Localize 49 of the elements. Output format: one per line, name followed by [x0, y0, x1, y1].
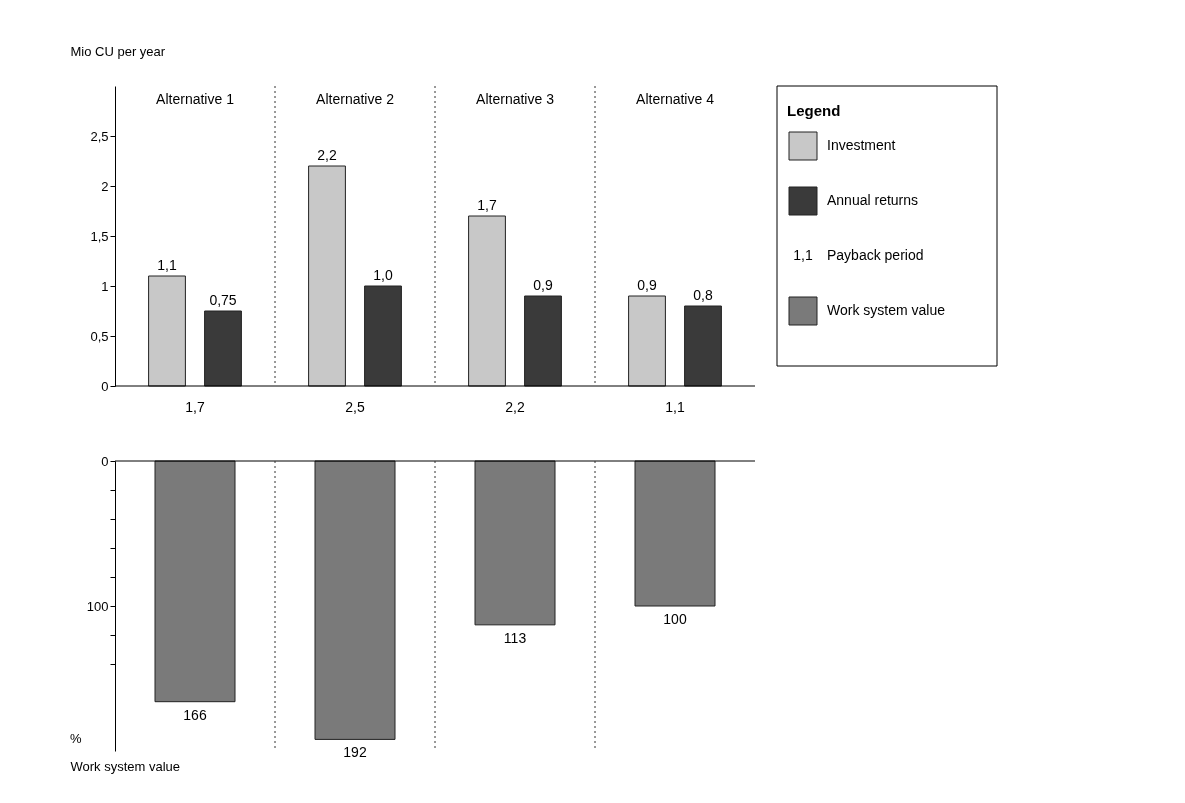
data-label: 2,2: [317, 147, 337, 163]
bar: [684, 305, 722, 387]
data-label: 113: [503, 629, 527, 646]
bar: [148, 275, 186, 387]
y-tick-label: 1,5: [90, 228, 109, 244]
data-label: 1,7: [477, 197, 497, 213]
y-tick-label: 2,5: [90, 128, 109, 144]
text: %: [70, 731, 82, 746]
bar: [524, 295, 562, 387]
bar: [634, 460, 716, 607]
data-label: 1,1: [157, 257, 177, 273]
y-tick-label: 1: [101, 278, 109, 294]
bar: [468, 215, 506, 387]
y-tick-label: 0: [101, 378, 109, 394]
y-axis-title: Work system value: [70, 758, 181, 774]
y-axis-title: Mio CU per year: [70, 43, 166, 59]
text: Payback period: [827, 247, 924, 263]
bar: [204, 310, 242, 387]
text: 2,2: [505, 399, 525, 415]
bar: [314, 460, 396, 740]
legend-label: Annual returns: [827, 192, 919, 208]
x-tick-label: Alternative 4: [636, 91, 715, 107]
bar: [154, 460, 236, 703]
data-label: 100: [663, 611, 687, 627]
text: 1,1: [665, 399, 685, 415]
text: 1,7: [185, 399, 205, 415]
data-label: 0,8: [693, 287, 713, 303]
bar: [628, 295, 666, 387]
data-label: 192: [343, 744, 367, 761]
data-label: 0,75: [209, 292, 237, 308]
data-label: 166: [183, 706, 207, 723]
legend-label: Work system value: [827, 302, 946, 318]
bar: [308, 165, 346, 387]
bar: [364, 285, 402, 387]
x-tick-label: Alternative 3: [476, 91, 555, 107]
y-tick-label: 100: [86, 598, 109, 614]
data-label: 0,9: [637, 277, 657, 293]
x-tick-label: Alternative 2: [316, 91, 395, 107]
text: 2,5: [345, 399, 365, 415]
y-tick-label: 0,5: [90, 328, 109, 344]
legend-label: Investment: [827, 137, 896, 153]
y-tick-label: 0: [101, 453, 109, 469]
text: 1,1: [793, 247, 813, 263]
bar: [474, 460, 556, 626]
legend-title: Legend: [787, 102, 841, 119]
data-label: 0,9: [533, 277, 553, 293]
y-tick-label: 2: [101, 178, 109, 194]
x-tick-label: Alternative 1: [156, 91, 235, 107]
data-label: 1,0: [373, 267, 393, 283]
